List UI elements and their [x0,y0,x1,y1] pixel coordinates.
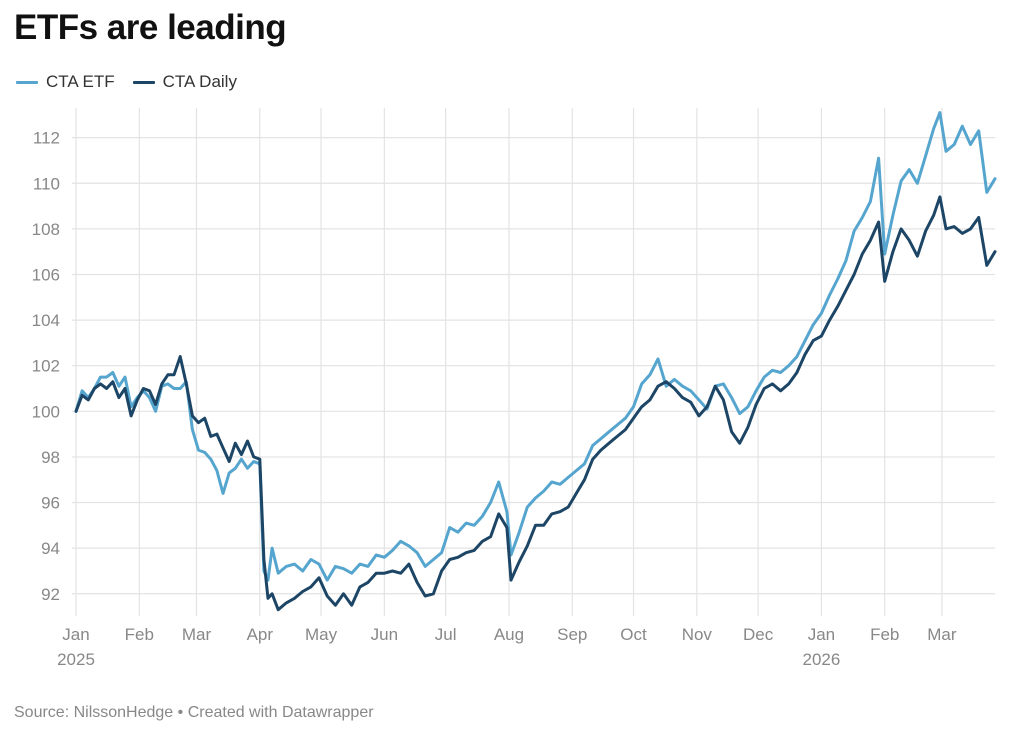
legend-item-daily: CTA Daily [132,72,237,92]
legend-label-daily: CTA Daily [162,72,237,91]
x-tick-label: Feb [125,625,154,644]
y-tick-label: 112 [33,129,60,148]
y-tick-label: 98 [41,448,60,467]
y-tick-label: 92 [41,585,60,604]
x-tick-label: Jul [435,625,457,644]
x-tick-label: Jan [62,625,89,644]
y-tick-label: 104 [32,311,60,330]
y-tick-label: 108 [32,220,60,239]
y-tick-label: 100 [32,402,60,421]
x-tick-label: Dec [743,625,774,644]
y-tick-label: 102 [32,357,60,376]
x-tick-label: Apr [247,625,274,644]
legend-swatch-etf [16,80,38,84]
x-tick-label: Jun [371,625,398,644]
x-tick-label: Feb [870,625,899,644]
x-tick-label: Aug [494,625,524,644]
x-tick-year-label: 2026 [802,650,840,669]
legend: CTA ETF CTA Daily [16,72,237,92]
chart-title: ETFs are leading [14,8,287,47]
series-line-cta-daily [74,195,997,612]
y-tick-label: 106 [32,265,60,284]
x-tick-label: May [305,625,338,644]
x-tick-year-label: 2025 [57,650,95,669]
x-tick-label: Mar [182,625,212,644]
x-tick-label: Nov [682,625,713,644]
legend-swatch-daily [132,80,155,84]
y-tick-label: 96 [41,494,60,513]
y-tick-label: 110 [33,174,60,193]
y-tick-label: 94 [41,539,60,558]
x-tick-label: Oct [620,625,647,644]
series-line-cta-etf [74,111,997,582]
source-note: Source: NilssonHedge • Created with Data… [14,704,374,721]
legend-item-etf: CTA ETF [16,72,115,92]
x-tick-label: Mar [927,625,957,644]
line-chart: 92 94 96 98 100 102 104 106 108 110 112 Jan 2025 Feb M… [32,108,997,669]
x-tick-label: Jan [808,625,835,644]
legend-label-etf: CTA ETF [46,72,115,91]
x-tick-label: Sep [557,625,587,644]
